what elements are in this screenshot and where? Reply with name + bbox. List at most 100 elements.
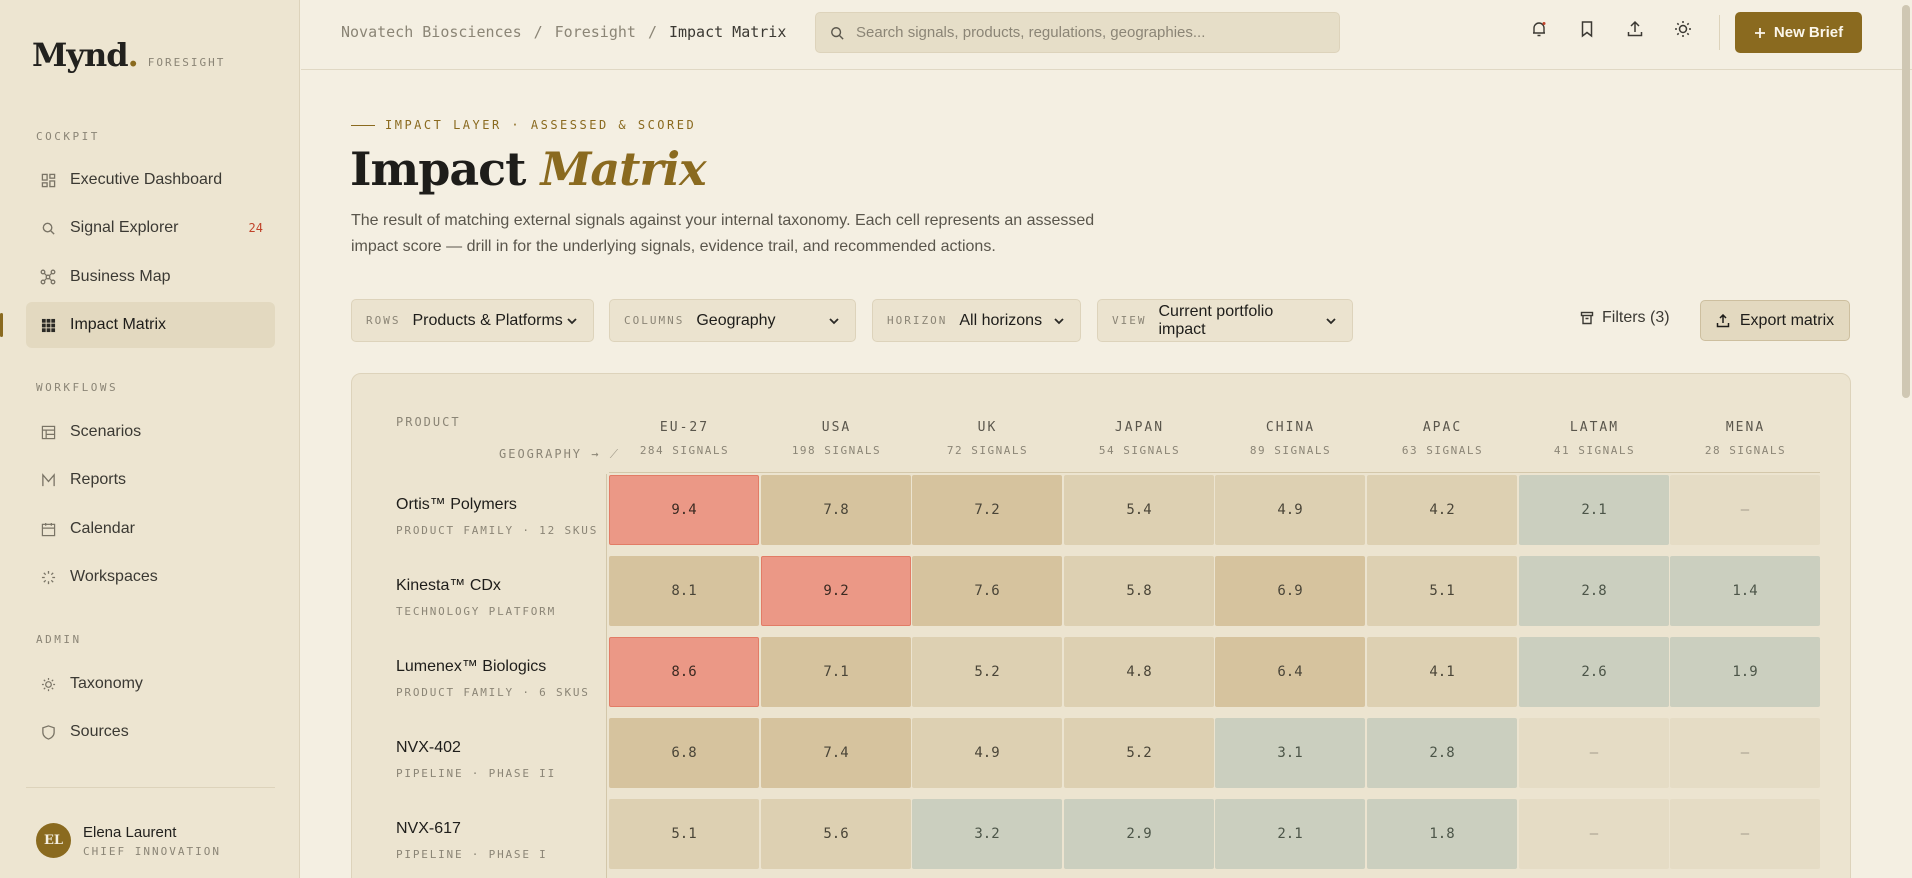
nav-section-cockpit: COCKPIT	[36, 130, 100, 143]
column-header[interactable]: JAPAN 54 SIGNALS	[1064, 420, 1215, 457]
sidebar-item-business-map[interactable]: Business Map	[26, 254, 275, 300]
column-signal-count: 72 SIGNALS	[946, 444, 1029, 457]
matrix-cell[interactable]: 9.2	[761, 556, 911, 626]
matrix-cell[interactable]: 5.1	[609, 799, 759, 869]
matrix-cell[interactable]: 4.2	[1367, 475, 1517, 545]
column-header[interactable]: APAC 63 SIGNALS	[1367, 420, 1518, 457]
matrix-cell[interactable]: 7.2	[912, 475, 1062, 545]
column-header[interactable]: UK 72 SIGNALS	[912, 420, 1063, 457]
matrix-cell[interactable]: 8.1	[609, 556, 759, 626]
column-name: CHINA	[1265, 420, 1316, 435]
bell-icon[interactable]	[1530, 20, 1548, 38]
matrix-cell[interactable]: 2.9	[1064, 799, 1214, 869]
matrix-row-header-rule	[606, 474, 607, 878]
export-matrix-button[interactable]: Export matrix	[1700, 300, 1850, 341]
breadcrumb-item-module[interactable]: Foresight	[554, 23, 636, 41]
search-input[interactable]	[856, 24, 1326, 41]
sidebar-item-executive-dashboard[interactable]: Executive Dashboard	[26, 157, 275, 203]
matrix-cell[interactable]: 1.8	[1367, 799, 1517, 869]
sidebar-item-sources[interactable]: Sources	[26, 709, 275, 755]
rows-select[interactable]: ROWS Products & Platforms	[351, 299, 594, 342]
sidebar-item-scenarios[interactable]: Scenarios	[26, 409, 275, 455]
matrix-cell[interactable]: —	[1519, 718, 1669, 788]
matrix-cell[interactable]: 7.1	[761, 637, 911, 707]
matrix-cell[interactable]: 4.9	[912, 718, 1062, 788]
sidebar-item-taxonomy[interactable]: Taxonomy	[26, 661, 275, 707]
matrix-cell[interactable]: 2.8	[1367, 718, 1517, 788]
columns-select-value: Geography	[696, 311, 776, 329]
matrix-cell[interactable]: —	[1670, 718, 1820, 788]
column-name: UK	[977, 420, 998, 435]
matrix-cell[interactable]: 5.2	[1064, 718, 1214, 788]
matrix-cell[interactable]: 3.2	[912, 799, 1062, 869]
matrix-cell[interactable]: 7.6	[912, 556, 1062, 626]
upload-icon	[1716, 313, 1730, 328]
row-header[interactable]: Ortis™ Polymers PRODUCT FAMILY · 12 SKUS	[396, 496, 598, 537]
matrix-cell[interactable]: 1.4	[1670, 556, 1820, 626]
matrix-cell[interactable]: 5.6	[761, 799, 911, 869]
theme-sun-icon[interactable]	[1674, 20, 1692, 38]
matrix-cell[interactable]: 2.8	[1519, 556, 1669, 626]
column-name: MENA	[1725, 420, 1766, 435]
row-subtitle: TECHNOLOGY PLATFORM	[396, 605, 557, 618]
bookmark-icon[interactable]	[1578, 20, 1596, 38]
sidebar-item-reports[interactable]: Reports	[26, 457, 275, 503]
matrix-cell[interactable]: 1.9	[1670, 637, 1820, 707]
column-header[interactable]: EU-27 284 SIGNALS	[609, 420, 760, 457]
matrix-cell[interactable]: 5.8	[1064, 556, 1214, 626]
matrix-cell[interactable]: 2.1	[1215, 799, 1365, 869]
columns-select[interactable]: COLUMNS Geography	[609, 299, 856, 342]
matrix-cell[interactable]: 6.9	[1215, 556, 1365, 626]
sidebar-item-label: Sources	[70, 723, 129, 740]
matrix-cell[interactable]: 5.4	[1064, 475, 1214, 545]
matrix-cell[interactable]: 5.1	[1367, 556, 1517, 626]
row-header[interactable]: Kinesta™ CDx TECHNOLOGY PLATFORM	[396, 577, 556, 618]
search-bar[interactable]	[815, 12, 1340, 53]
matrix-cell[interactable]: 7.4	[761, 718, 911, 788]
sidebar-item-signal-explorer[interactable]: Signal Explorer 24	[26, 205, 275, 251]
row-header[interactable]: NVX-617 PIPELINE · PHASE I	[396, 820, 548, 861]
breadcrumb-item-org[interactable]: Novatech Biosciences	[341, 23, 522, 41]
plus-icon	[1754, 27, 1766, 39]
matrix-cell[interactable]: 2.1	[1519, 475, 1669, 545]
column-header[interactable]: LATAM 41 SIGNALS	[1519, 420, 1670, 457]
matrix-cell[interactable]: 9.4	[609, 475, 759, 545]
page-scrollbar[interactable]	[1900, 0, 1912, 878]
matrix-cell[interactable]: 4.9	[1215, 475, 1365, 545]
matrix-cell[interactable]: 4.8	[1064, 637, 1214, 707]
matrix-cell[interactable]: 6.4	[1215, 637, 1365, 707]
row-header[interactable]: Lumenex™ Biologics PRODUCT FAMILY · 6 SKU…	[396, 658, 590, 699]
topbar-divider	[1719, 15, 1720, 50]
avatar: EL	[36, 823, 71, 858]
matrix-cell[interactable]: —	[1670, 475, 1820, 545]
matrix-cell[interactable]: 6.8	[609, 718, 759, 788]
breadcrumb: Novatech Biosciences / Foresight / Impac…	[341, 23, 786, 41]
page-title-accent: Matrix	[540, 142, 706, 196]
new-brief-button[interactable]: New Brief	[1735, 12, 1862, 53]
user-profile[interactable]: EL Elena Laurent CHIEF INNOVATION	[36, 823, 221, 858]
matrix-cell[interactable]: —	[1519, 799, 1669, 869]
matrix-cell[interactable]: 4.1	[1367, 637, 1517, 707]
matrix-cell[interactable]: 2.6	[1519, 637, 1669, 707]
active-indicator	[0, 313, 3, 337]
matrix-cell[interactable]: 5.2	[912, 637, 1062, 707]
sun-icon	[40, 676, 56, 692]
filters-button[interactable]: Filters (3)	[1580, 309, 1670, 327]
view-select[interactable]: VIEW Current portfolio impact	[1097, 299, 1353, 342]
matrix-cell[interactable]: —	[1670, 799, 1820, 869]
row-header[interactable]: NVX-402 PIPELINE · PHASE II	[396, 739, 556, 780]
upload-icon[interactable]	[1626, 20, 1644, 38]
sidebar-item-workspaces[interactable]: Workspaces	[26, 554, 275, 600]
column-header[interactable]: MENA 28 SIGNALS	[1670, 420, 1821, 457]
sidebar-item-calendar[interactable]: Calendar	[26, 506, 275, 552]
user-name: Elena Laurent	[83, 823, 177, 841]
sidebar-item-impact-matrix[interactable]: Impact Matrix	[26, 302, 275, 348]
scrollbar-thumb[interactable]	[1902, 5, 1910, 398]
matrix-cell[interactable]: 8.6	[609, 637, 759, 707]
column-header[interactable]: USA 198 SIGNALS	[761, 420, 912, 457]
matrix-cell[interactable]: 3.1	[1215, 718, 1365, 788]
matrix-cell[interactable]: 7.8	[761, 475, 911, 545]
horizon-select[interactable]: HORIZON All horizons	[872, 299, 1081, 342]
brand[interactable]: Mynd. FORESIGHT	[32, 36, 225, 74]
column-header[interactable]: CHINA 89 SIGNALS	[1215, 420, 1366, 457]
